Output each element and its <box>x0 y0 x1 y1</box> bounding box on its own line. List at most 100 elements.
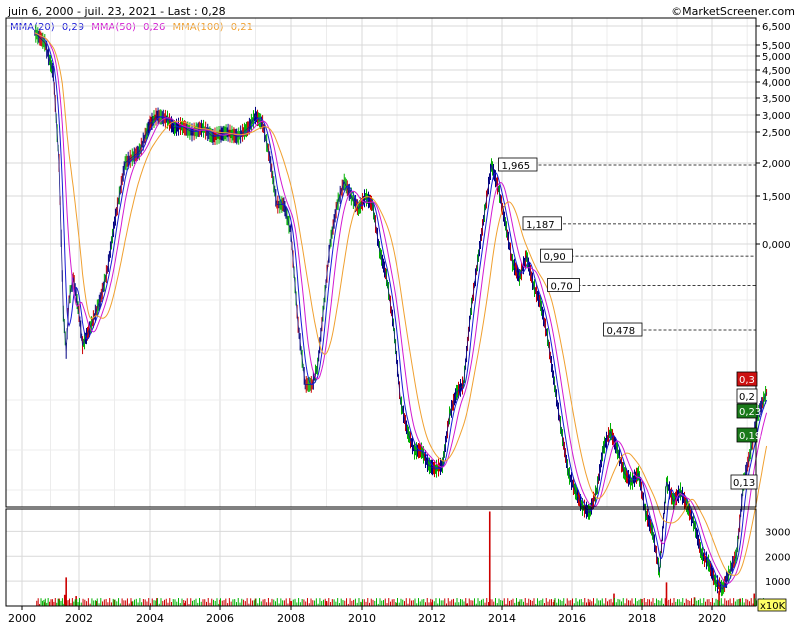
volume-tick-bar <box>523 601 524 606</box>
volume-tick-bar <box>119 603 121 606</box>
volume-tick-bar <box>321 601 323 606</box>
volume-tick-bar <box>661 598 663 606</box>
volume-tick-bar <box>164 599 165 606</box>
volume-tick-bar <box>225 598 227 606</box>
volume-tick-bar <box>467 603 468 606</box>
volume-tick-bar <box>267 598 269 606</box>
volume-tick-bar <box>624 603 626 606</box>
y-tick-label: 3,500 <box>762 94 791 105</box>
volume-tick-bar <box>46 602 48 606</box>
volume-tick-bar <box>74 599 76 606</box>
volume-tick-bar <box>411 600 412 606</box>
volume-tick-bar <box>381 600 383 606</box>
volume-tick-bar <box>509 600 510 606</box>
volume-bar <box>718 591 720 606</box>
volume-tick-bar <box>717 599 719 606</box>
volume-tick-bar <box>330 602 332 606</box>
volume-tick-bar <box>346 598 348 606</box>
volume-tick-bar <box>363 599 365 606</box>
volume-tick-bar <box>391 599 393 606</box>
volume-tick-bar <box>719 601 721 606</box>
volume-tick-bar <box>195 598 197 606</box>
volume-tick-bar <box>342 600 344 606</box>
volume-tick-bar <box>169 598 171 606</box>
x-tick-label: 2020 <box>698 612 726 625</box>
volume-tick-bar <box>554 598 556 606</box>
volume-tick-bar <box>432 599 433 606</box>
volume-tick-bar <box>271 598 273 606</box>
volume-tick-bar <box>386 603 388 606</box>
volume-tick-bar <box>71 598 73 606</box>
volume-tick-bar <box>747 599 749 606</box>
volume-tick-bar <box>328 598 330 606</box>
volume-tick-bar <box>496 603 498 606</box>
volume-tick-bar <box>444 598 446 606</box>
x-tick-label: 2016 <box>558 612 586 625</box>
volume-tick-bar <box>372 599 374 606</box>
volume-tick-bar <box>437 603 439 606</box>
price-badge <box>736 371 758 387</box>
volume-tick-bar <box>190 598 192 606</box>
volume-tick-bar <box>317 603 319 606</box>
volume-tick-bar <box>412 600 414 606</box>
volume-tick-bar <box>227 603 229 606</box>
volume-tick-bar <box>647 599 649 606</box>
volume-tick-bar <box>172 599 174 606</box>
volume-tick-bar <box>216 598 218 606</box>
volume-tick-bar <box>402 599 404 606</box>
legend: MMA(20) 0,29 MMA(50) 0,26 MMA(100) 0,21 <box>10 22 257 33</box>
volume-tick-bar <box>558 598 559 606</box>
volume-tick-bar <box>675 601 677 606</box>
volume-tick-bar <box>287 603 289 606</box>
volume-tick-bar <box>144 599 146 606</box>
volume-tick-bar <box>433 601 435 606</box>
volume-tick-bar <box>326 602 328 606</box>
volume-tick-bar <box>682 598 684 606</box>
volume-tick-bar <box>354 598 356 606</box>
legend-mma20-value: 0,29 <box>61 22 85 33</box>
volume-tick-bar <box>461 599 463 606</box>
legend-mma20-label: MMA(20) <box>10 22 55 33</box>
volume-tick-bar <box>235 602 237 606</box>
volume-tick-bar <box>398 602 400 606</box>
volume-tick-bar <box>659 600 661 606</box>
volume-tick-bar <box>724 598 726 606</box>
volume-tick-bar <box>44 598 46 606</box>
volume-tick-bar <box>423 598 425 606</box>
y-tick-label: 5,000 <box>762 52 791 63</box>
mma100-line <box>34 32 768 576</box>
volume-tick-bar <box>500 600 502 606</box>
volume-tick-bar <box>114 599 116 606</box>
volume-tick-bar <box>266 602 268 606</box>
y-tick-label: 0,000 <box>762 240 791 251</box>
x-tick-label: 2010 <box>348 612 376 625</box>
volume-tick-bar <box>488 602 489 606</box>
x-tick-label: 2018 <box>628 612 656 625</box>
volume-tick-bar <box>264 598 266 606</box>
volume-tick-bar <box>153 600 155 606</box>
volume-tick-bar <box>458 602 460 606</box>
level-layer: 1,965 1,187 0,90 0,70 0,478 <box>498 157 756 337</box>
volume-tick-bar <box>517 601 519 606</box>
volume-tick-bar <box>472 600 474 606</box>
x-tick-label: 2008 <box>277 612 305 625</box>
volume-tick-bar <box>610 598 612 606</box>
volume-tick-bar <box>125 600 127 606</box>
volume-tick-bar <box>351 600 353 606</box>
volume-tick-bar <box>640 598 642 606</box>
volume-tick-bar <box>49 601 51 606</box>
volume-bar <box>488 511 491 606</box>
volume-tick-bar <box>105 598 107 606</box>
volume-tick-bar <box>720 598 722 606</box>
volume-tick-bar <box>566 598 568 606</box>
volume-tick-bar <box>269 602 271 606</box>
volume-tick-bar <box>495 598 496 606</box>
volume-bar <box>641 599 643 606</box>
volume-layer <box>36 511 766 606</box>
volume-tick-bar <box>643 598 645 606</box>
volume-tick-bar <box>696 600 698 606</box>
volume-panel-frame <box>5 508 757 607</box>
volume-tick-bar <box>626 598 628 606</box>
volume-tick-bar <box>561 601 563 606</box>
volume-tick-bar <box>577 601 579 606</box>
